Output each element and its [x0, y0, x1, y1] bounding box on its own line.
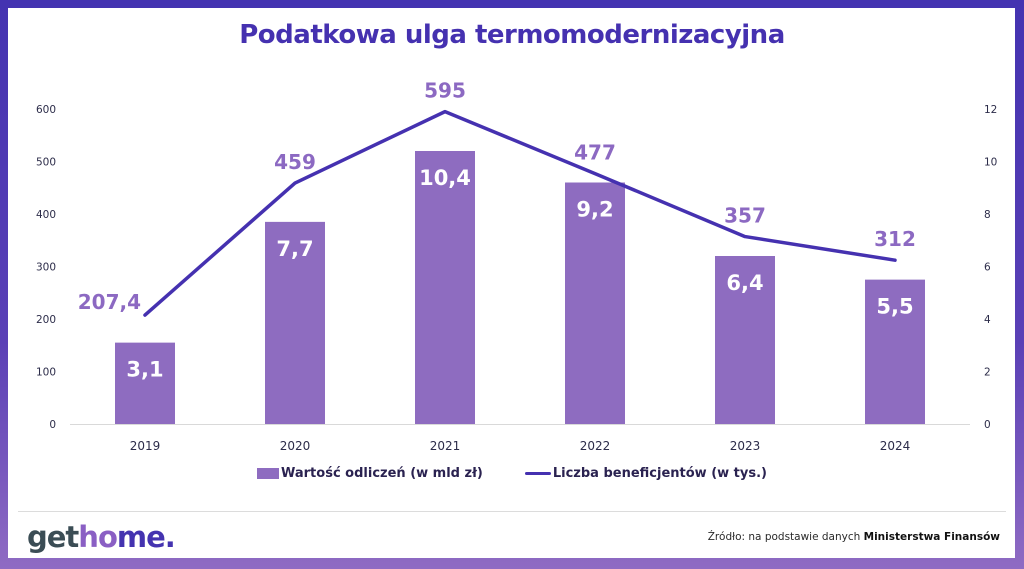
line-value-label: 357: [724, 204, 766, 228]
footer-separator: [18, 511, 1006, 512]
x-axis-tick: 2021: [430, 439, 461, 453]
left-axis-tick: 500: [36, 157, 56, 169]
x-axis-tick: 2022: [580, 439, 611, 453]
line-value-label: 595: [424, 79, 466, 103]
line-value-label: 477: [574, 141, 616, 165]
bar: [715, 256, 775, 424]
x-axis-tick: 2020: [280, 439, 311, 453]
bar: [415, 151, 475, 424]
gethome-logo: gethome.: [27, 520, 176, 554]
bar-value-label: 10,4: [419, 166, 471, 190]
line-value-label: 459: [274, 150, 316, 174]
bar: [565, 182, 625, 424]
bar: [865, 279, 925, 424]
left-axis: 0 100 200 300 400 500 600: [36, 104, 56, 431]
legend-line-swatch: [524, 472, 551, 475]
bar: [265, 221, 325, 424]
right-axis-tick: 4: [984, 314, 991, 326]
source-prefix: Źródło: na podstawie danych: [707, 531, 864, 543]
bar-value-label: 5,5: [876, 295, 913, 319]
line-labels: 207,4 459 595 477 357 312: [78, 79, 916, 314]
right-axis-tick: 12: [984, 104, 997, 116]
chart-title: Podatkowa ulga termomodernizacyjna: [239, 20, 785, 50]
bar-value-label: 7,7: [276, 237, 313, 261]
line-value-label: 312: [874, 227, 916, 251]
source-note: Źródło: na podstawie danych Ministerstwa…: [708, 531, 1000, 543]
bar: [115, 342, 175, 424]
logo-ho: ho: [78, 520, 118, 554]
right-axis-tick: 2: [984, 367, 991, 379]
legend-line-label: Liczba beneficjentów (w tys.): [552, 466, 767, 481]
x-axis-tick: 2023: [730, 439, 761, 453]
legend-item-line: Liczba beneficjentów (w tys.): [524, 466, 767, 481]
left-axis-tick: 600: [36, 104, 56, 116]
x-axis-tick: 2024: [880, 439, 911, 453]
bar-value-label: 3,1: [126, 358, 163, 382]
right-axis-tick: 0: [984, 419, 991, 431]
x-axis: 2019 2020 2021 2022 2023 2024: [130, 439, 911, 453]
logo-me: me.: [116, 520, 176, 554]
bar-series: 3,1 7,7 10,4 9,2 6,4 5,5: [115, 151, 925, 424]
logo-get: get: [27, 520, 79, 554]
left-axis-tick: 300: [36, 262, 56, 274]
line-value-label: 207,4: [78, 290, 141, 314]
bar-value-label: 6,4: [726, 271, 763, 295]
left-axis-tick: 200: [36, 314, 56, 326]
left-axis-tick: 100: [36, 367, 56, 379]
legend: Wartość odliczeń (w mld zł) Liczba benef…: [0, 466, 1024, 481]
legend-bar-swatch: [257, 468, 279, 479]
right-axis: 0 2 4 6 8 10 12: [984, 104, 997, 431]
left-axis-tick: 0: [49, 419, 56, 431]
chart-panel: [8, 8, 1015, 558]
legend-bar-label: Wartość odliczeń (w mld zł): [281, 466, 483, 481]
right-axis-tick: 6: [984, 262, 991, 274]
right-axis-tick: 8: [984, 209, 991, 221]
line-series: [143, 109, 897, 317]
source-bold: Ministerstwa Finansów: [863, 531, 1000, 543]
left-axis-tick: 400: [36, 209, 56, 221]
bar-value-label: 9,2: [576, 198, 613, 222]
x-axis-tick: 2019: [130, 439, 161, 453]
legend-item-bar: Wartość odliczeń (w mld zł): [257, 466, 483, 481]
right-axis-tick: 10: [984, 157, 997, 169]
